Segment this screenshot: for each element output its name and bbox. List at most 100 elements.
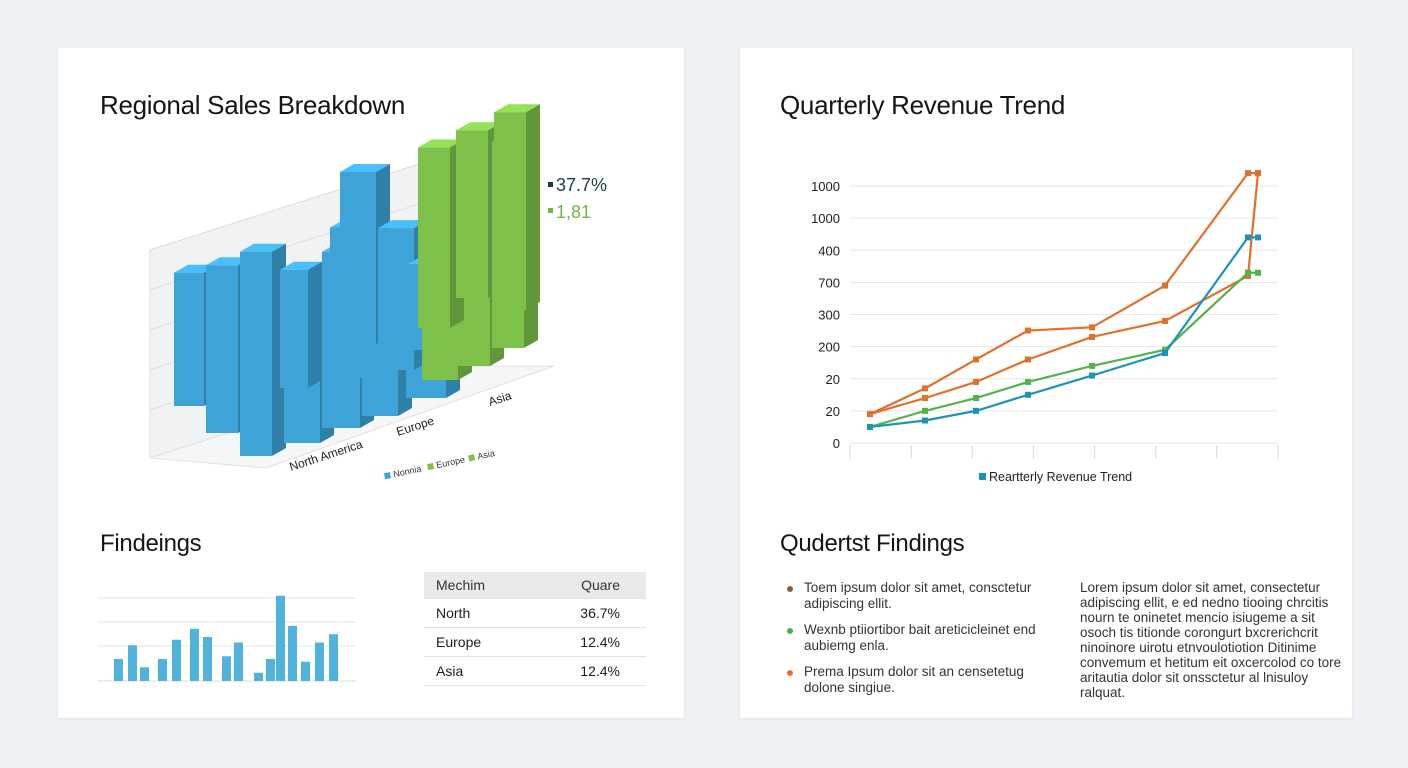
mini-bar <box>329 634 338 681</box>
bar-3d-front <box>418 147 450 328</box>
line-point <box>1255 170 1261 177</box>
finding-line: dolone singiue. <box>804 680 895 695</box>
line-point <box>973 356 979 363</box>
paragraph-line: nourn te oninetet mencio isiugeme a sit <box>1080 610 1315 625</box>
regional-sales-card: Regional Sales Breakdown North America E… <box>58 48 684 718</box>
y-tick-label: 20 <box>826 404 840 419</box>
y-tick-label: 1000 <box>811 179 840 194</box>
legend-swatch-nonnia <box>383 472 392 480</box>
bar-3d-top <box>456 122 502 131</box>
table-header: Mechim Quare <box>424 572 646 599</box>
list-item: Wexnb ptiiortibor bait areticicleinet en… <box>804 622 1036 654</box>
line-point <box>1255 234 1261 241</box>
line-point <box>1162 350 1168 357</box>
bar-3d <box>240 243 286 456</box>
findings-paragraph: Lorem ipsum dolor sit amet, consectetur … <box>1080 580 1342 700</box>
y-tick-label: 300 <box>818 308 840 323</box>
paragraph-line: Lorem ipsum dolor sit amet, consectetur <box>1080 580 1321 595</box>
line-point <box>1162 317 1168 324</box>
bar-3d-front <box>206 265 238 433</box>
bar-3d-top <box>378 220 428 229</box>
mini-bar <box>190 628 199 681</box>
mini-bar <box>128 645 137 681</box>
line-legend-label: Reartterly Revenue Trend <box>989 470 1132 484</box>
table-cell-value: 12.4% <box>580 634 620 650</box>
line-point <box>922 385 928 392</box>
chart-legend: Nonnia Europe Asia <box>383 448 496 480</box>
mini-bar <box>158 659 167 681</box>
line-point <box>973 395 979 402</box>
line-point <box>1255 269 1261 276</box>
mini-bar <box>266 659 275 681</box>
bar-3d-front <box>280 269 308 388</box>
line-legend-swatch <box>979 473 986 480</box>
line-point <box>1245 170 1251 177</box>
mini-bar <box>234 642 243 681</box>
line-point <box>1162 282 1168 289</box>
line-point <box>1025 391 1031 398</box>
table-header-region: Mechim <box>436 577 486 593</box>
mini-bar <box>140 667 149 681</box>
finding-line: Prema Ipsum dolor sit an censetetug <box>804 664 1024 679</box>
bar-3d-front <box>456 130 488 298</box>
y-tick-label: 700 <box>818 275 840 290</box>
findings-title: Findeings <box>100 530 202 557</box>
y-tick-label: 0 <box>833 436 840 451</box>
finding-line: Toem ipsum dolor sit amet, consctetur <box>804 580 1032 595</box>
line-point <box>973 407 979 414</box>
line-series <box>867 170 1261 418</box>
list-item: Toem ipsum dolor sit amet, consctetur ad… <box>804 580 1031 612</box>
bar-3d <box>494 104 540 310</box>
annotation-value-1: 37.7% <box>556 175 607 195</box>
quarterly-findings-title: Qudertst Findings <box>780 530 965 557</box>
paragraph-line: ralquat. <box>1080 685 1126 700</box>
line-path <box>869 236 1258 429</box>
line-point <box>922 395 928 402</box>
bullet-dot <box>787 670 793 676</box>
line-point <box>1025 356 1031 363</box>
line-series <box>867 170 1261 418</box>
line-point <box>867 423 873 430</box>
line-point <box>973 378 979 385</box>
quarterly-revenue-title: Quarterly Revenue Trend <box>780 90 1066 120</box>
bar-3d-top <box>494 104 540 113</box>
line-point <box>1089 362 1095 369</box>
table-row: North 36.7% <box>424 599 646 628</box>
legend-swatch-asia <box>468 454 476 462</box>
findings-mini-bar-chart <box>98 595 356 682</box>
line-path <box>869 172 1258 416</box>
regional-sales-3d-chart: North America Europe Asia Nonnia Europe … <box>149 104 607 480</box>
line-series <box>867 234 1261 430</box>
line-point <box>922 417 928 424</box>
table-row: Asia 12.4% <box>424 657 646 686</box>
line-path <box>869 173 1260 416</box>
bar-3d <box>280 261 322 388</box>
list-item: Prema Ipsum dolor sit an censetetug dolo… <box>804 664 1024 696</box>
table-cell-region: North <box>436 605 471 621</box>
legend-label-asia: Asia <box>476 448 495 461</box>
line-point <box>1089 372 1095 379</box>
paragraph-line: osoch tis titionde corongurt bxcrerichcr… <box>1080 625 1318 640</box>
legend-swatch-europe <box>426 462 435 471</box>
category-label-asia: Asia <box>487 388 514 409</box>
y-tick-label: 400 <box>818 243 840 258</box>
mini-bar <box>288 626 297 681</box>
bar-3d-top <box>240 243 286 252</box>
mini-bar <box>222 656 231 681</box>
annotation-swatch-2 <box>548 208 553 213</box>
paragraph-line: convemum et hetitum eit oxcercolod co to… <box>1080 655 1342 670</box>
mini-bar <box>254 672 263 681</box>
legend-label-europe: Europe <box>435 454 465 470</box>
finding-line: aubiemg enla. <box>804 638 889 653</box>
table-header-value: Quare <box>581 577 620 593</box>
y-tick-label: 20 <box>826 372 840 387</box>
annotation-swatch-1 <box>548 182 553 187</box>
line-point <box>922 407 928 414</box>
finding-line: adipiscing ellit. <box>804 596 892 611</box>
line-point <box>867 411 873 418</box>
line-point <box>1089 333 1095 340</box>
mini-bar <box>276 595 285 681</box>
paragraph-line: aritautia dolor sit onssctetur al lnisul… <box>1080 670 1309 685</box>
annotation-value-2: 1,81 <box>556 202 591 222</box>
